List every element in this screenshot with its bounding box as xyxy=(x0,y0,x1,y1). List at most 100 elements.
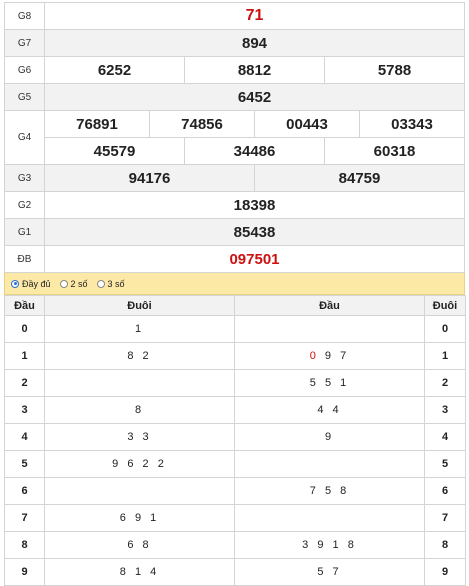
prize-value-g4: 45579 xyxy=(93,142,136,160)
prize-value-db: 097501 xyxy=(44,245,465,273)
head-digits: 9 xyxy=(234,423,425,451)
prize-row-g8: G8 71 xyxy=(4,2,465,30)
prize-row-g1: G1 85438 xyxy=(4,218,465,246)
tail-digits xyxy=(44,477,235,505)
row-digit: 1 xyxy=(424,342,466,370)
head-digits: 5 5 1 xyxy=(234,369,425,397)
head-digits xyxy=(234,450,425,478)
row-digit: 2 xyxy=(424,369,466,397)
lottery-results: G8 71 G7 894 G6 6252 8812 5788 G5 6452 G… xyxy=(4,2,466,586)
prize-row-g6: G6 6252 8812 5788 xyxy=(4,56,465,84)
prize-row-g4: G4 76891 74856 00443 03343 45579 34486 6… xyxy=(4,110,465,165)
prize-row-g5: G5 6452 xyxy=(4,83,465,111)
option-3-digits[interactable]: 3 số xyxy=(96,278,125,289)
row-digit: 5 xyxy=(424,450,466,478)
row-digit: 7 xyxy=(424,504,466,532)
head-digits: 3 9 1 8 xyxy=(234,531,425,559)
head-digits: 7 5 8 xyxy=(234,477,425,505)
head-digits: 0 9 7 xyxy=(234,342,425,370)
prize-label-g8: G8 xyxy=(4,2,45,30)
header-head: Đầu xyxy=(4,295,45,316)
header-tail: Đuôi xyxy=(424,295,466,316)
option-label: 3 số xyxy=(107,278,125,289)
row-digit: 7 xyxy=(4,504,45,532)
prize-value-g3: 84759 xyxy=(254,165,464,191)
prize-value-g4: 74856 xyxy=(149,111,254,137)
special-digit: 0 xyxy=(309,350,319,362)
prize-row-g2: G2 18398 xyxy=(4,191,465,219)
tail-digits: 1 xyxy=(44,315,235,343)
radio-icon[interactable] xyxy=(59,279,68,288)
prize-label-g3: G3 xyxy=(4,164,45,192)
head-digits: 4 4 xyxy=(234,396,425,424)
prize-table: G8 71 G7 894 G6 6252 8812 5788 G5 6452 G… xyxy=(4,2,465,273)
tail-digits: 9 6 2 2 xyxy=(44,450,235,478)
row-digit: 0 xyxy=(424,315,466,343)
option-label: 2 số xyxy=(70,278,88,289)
prize-row-g7: G7 894 xyxy=(4,29,465,57)
head-digits xyxy=(234,315,425,343)
prize-value-g3: 94176 xyxy=(128,169,171,187)
prize-value-g7: 894 xyxy=(44,29,465,57)
radio-icon[interactable] xyxy=(11,279,19,288)
prize-row-g3: G3 94176 84759 xyxy=(4,164,465,192)
prize-value-g6: 8812 xyxy=(184,57,324,83)
prize-value-g4: 00443 xyxy=(254,111,359,137)
row-digit: 3 xyxy=(424,396,466,424)
header-tail: Đuôi xyxy=(44,295,235,316)
row-digit: 4 xyxy=(4,423,45,451)
prize-value-g4: 60318 xyxy=(324,138,464,164)
row-digit: 1 xyxy=(4,342,45,370)
tail-digits: 8 xyxy=(44,396,235,424)
row-digit: 8 xyxy=(4,531,45,559)
prize-value-g5: 6452 xyxy=(44,83,465,111)
prize-label-db: ĐB xyxy=(4,245,45,273)
row-digit: 8 xyxy=(424,531,466,559)
row-digit: 3 xyxy=(4,396,45,424)
row-digit: 5 xyxy=(4,450,45,478)
prize-value-g6: 6252 xyxy=(97,61,132,79)
head-digits: 5 7 xyxy=(234,558,425,586)
prize-label-g2: G2 xyxy=(4,191,45,219)
row-digit: 4 xyxy=(424,423,466,451)
option-label: Đầy đủ xyxy=(22,278,51,289)
prize-label-g1: G1 xyxy=(4,218,45,246)
prize-label-g7: G7 xyxy=(4,29,45,57)
header-head: Đầu xyxy=(234,295,425,316)
tail-digits: 6 9 1 xyxy=(44,504,235,532)
tail-digits: 3 3 xyxy=(44,423,235,451)
tail-digits: 8 2 xyxy=(44,342,235,370)
tail-digits xyxy=(44,369,235,397)
head-digits xyxy=(234,504,425,532)
tail-digits: 6 8 xyxy=(44,531,235,559)
prize-value-g6: 5788 xyxy=(324,57,464,83)
prize-label-g6: G6 xyxy=(4,56,45,84)
prize-value-g4: 34486 xyxy=(184,138,324,164)
row-digit: 6 xyxy=(424,477,466,505)
prize-value-g2: 18398 xyxy=(44,191,465,219)
prize-value-g1: 85438 xyxy=(44,218,465,246)
head-tail-header: Đầu Đuôi Đầu Đuôi xyxy=(4,295,466,316)
tail-digits: 8 1 4 xyxy=(44,558,235,586)
row-digit: 2 xyxy=(4,369,45,397)
display-options: Đầy đủ 2 số 3 số xyxy=(4,273,465,295)
option-2-digits[interactable]: 2 số xyxy=(59,278,88,289)
prize-label-g5: G5 xyxy=(4,83,45,111)
row-digit: 0 xyxy=(4,315,45,343)
row-digit: 6 xyxy=(4,477,45,505)
prize-value-g4: 76891 xyxy=(76,115,118,133)
option-full[interactable]: Đầy đủ xyxy=(11,279,51,289)
prize-value-g4: 03343 xyxy=(359,111,464,137)
radio-icon[interactable] xyxy=(96,279,105,288)
